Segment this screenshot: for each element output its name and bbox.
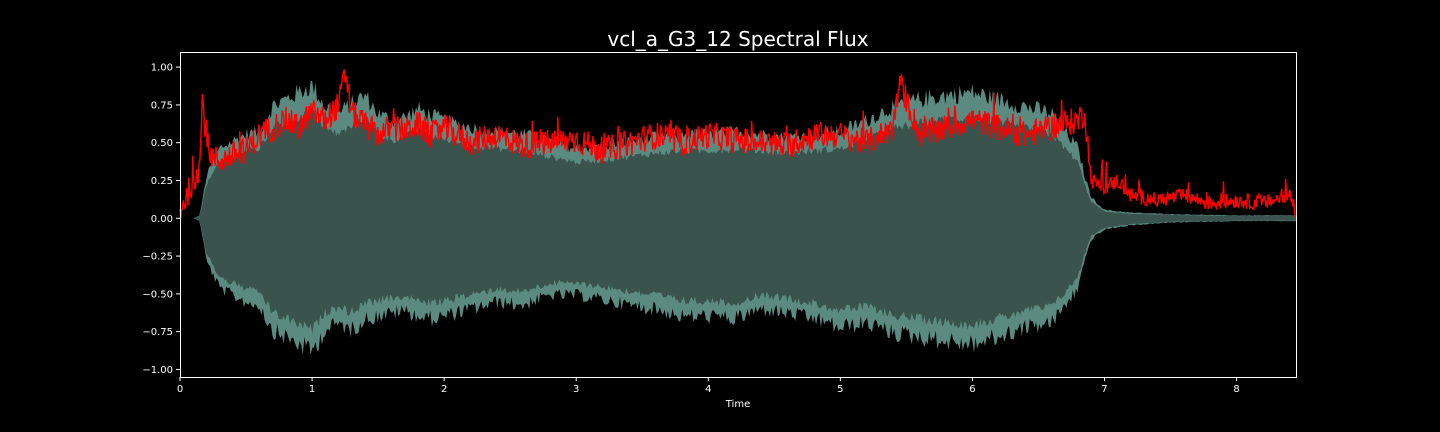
y-tick-label: 0.25 [151, 176, 173, 187]
plot-frame [180, 52, 1297, 378]
x-tick-label: 0 [177, 384, 183, 395]
y-tick-label: −0.50 [142, 289, 173, 300]
y-tick-label: 0.75 [151, 100, 173, 111]
x-tick-label: 2 [441, 384, 447, 395]
x-tick-label: 1 [309, 384, 315, 395]
spectral-flux-line [179, 69, 1297, 219]
x-tick-label: 8 [1233, 384, 1239, 395]
y-axis: 1.00 0.75 0.50 0.25 0.00 −0.25 −0.50 −0.75 −1.00 [142, 63, 180, 376]
x-tick-label: 3 [573, 384, 579, 395]
x-tick-label: 6 [969, 384, 975, 395]
y-tick-label: 0.00 [151, 214, 173, 225]
x-tick-label: 4 [705, 384, 711, 395]
y-tick-label: 0.50 [151, 138, 173, 149]
x-axis: 0 1 2 3 4 5 6 7 8 [177, 377, 1240, 395]
x-tick-label: 7 [1101, 384, 1107, 395]
y-tick-label: 1.00 [151, 63, 173, 74]
x-tick-label: 5 [837, 384, 843, 395]
plot-area [179, 69, 1297, 355]
y-tick-label: −1.00 [142, 365, 173, 376]
chart-title: vcl_a_G3_12 Spectral Flux [607, 27, 868, 51]
y-tick-label: −0.25 [142, 252, 173, 263]
y-tick-label: −0.75 [142, 327, 173, 338]
waveform-envelope-body [180, 108, 1296, 335]
x-axis-label: Time [725, 399, 750, 410]
